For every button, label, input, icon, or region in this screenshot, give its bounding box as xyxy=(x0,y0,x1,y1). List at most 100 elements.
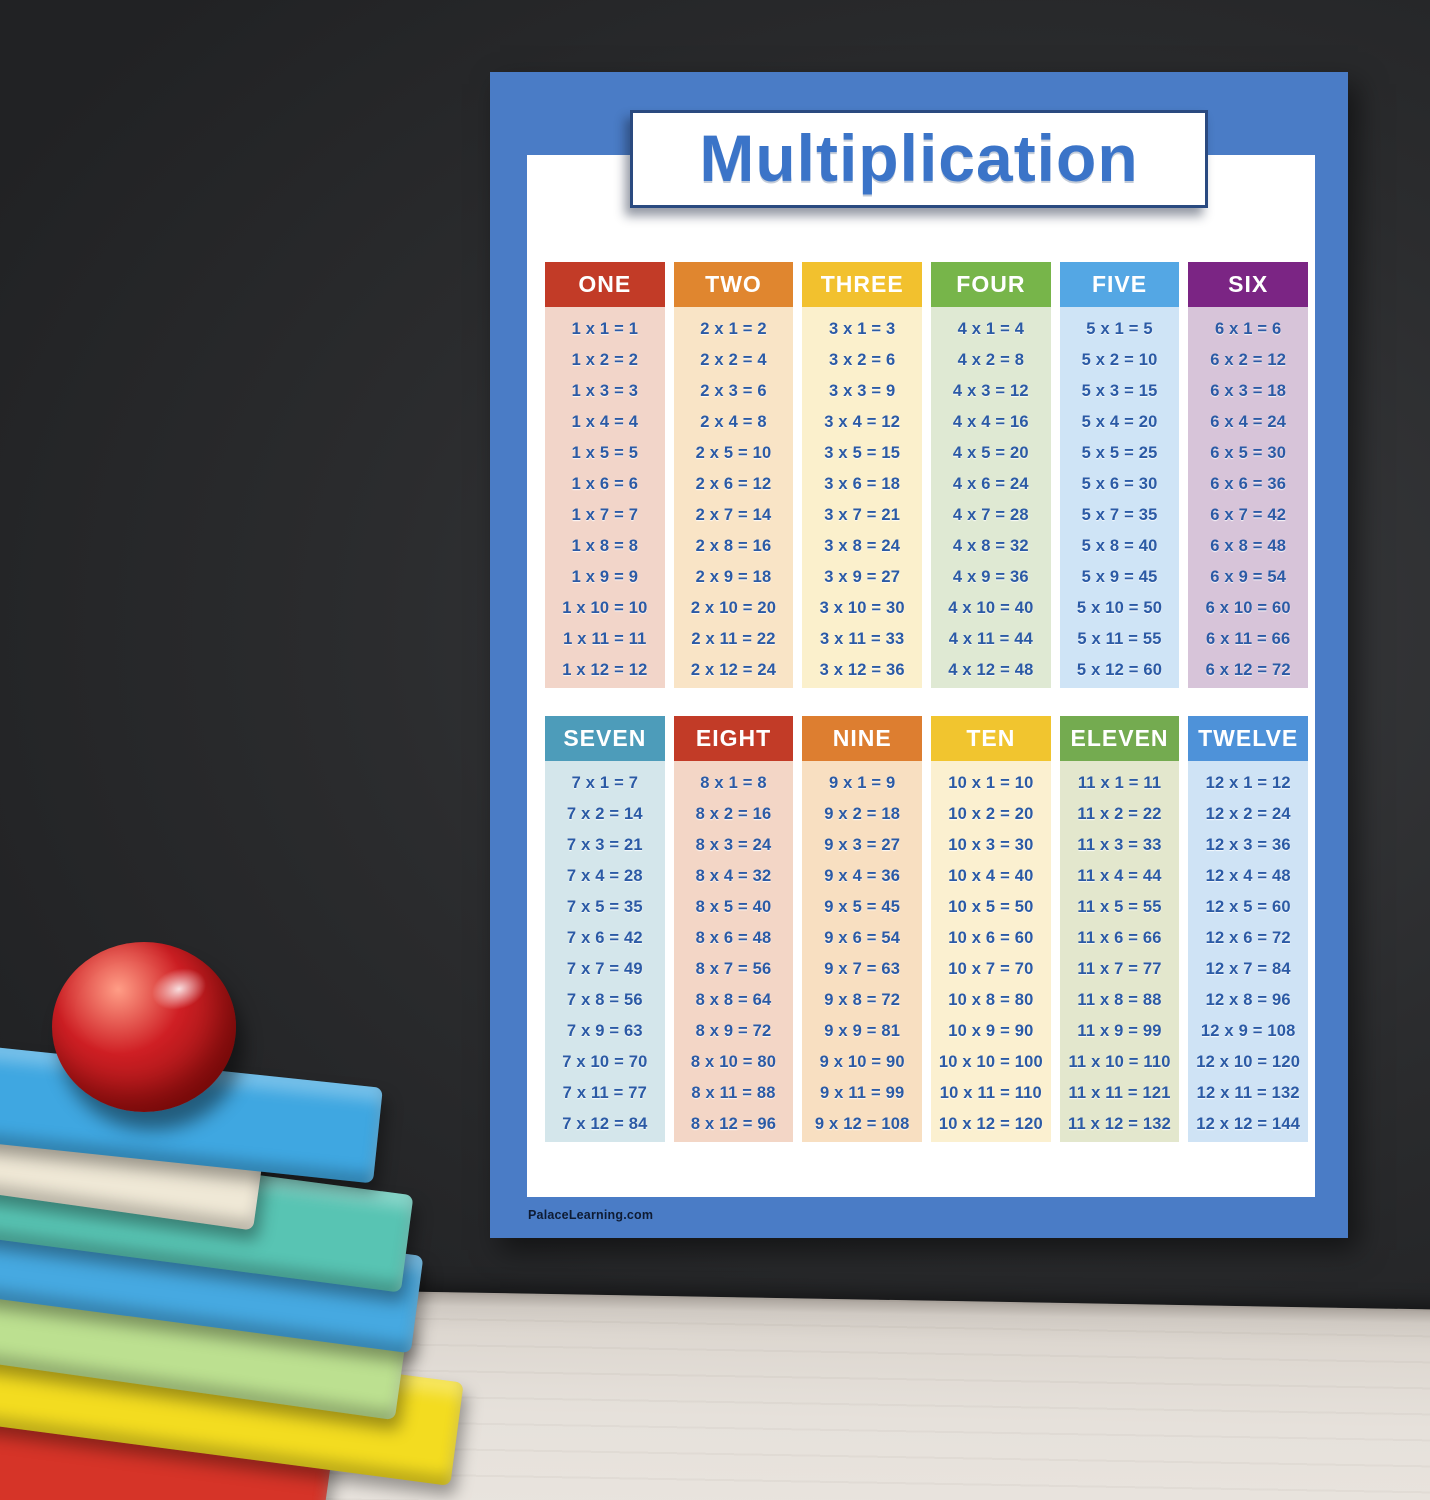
equation-row: 4 x 8 = 32 xyxy=(952,537,1029,555)
column-body: 10 x 1 = 10 10 x 2 = 20 10 x 3 = 30 10 x 4 … xyxy=(931,761,1051,1142)
equation-row: 6 x 6 = 36 xyxy=(1210,475,1287,493)
equation-row: 3 x 9 = 27 xyxy=(824,568,901,586)
equation-row: 1 x 12 = 12 xyxy=(562,661,648,679)
equation-row: 4 x 5 = 20 xyxy=(952,444,1029,462)
equation-row: 2 x 9 = 18 xyxy=(695,568,772,586)
equation-row: 10 x 7 = 70 xyxy=(948,960,1034,978)
equation-row: 5 x 9 = 45 xyxy=(1081,568,1158,586)
equation-row: 7 x 11 = 77 xyxy=(562,1084,647,1102)
equation-row: 9 x 3 = 27 xyxy=(824,836,901,854)
equation-row: 2 x 3 = 6 xyxy=(700,382,767,400)
equation-row: 2 x 6 = 12 xyxy=(695,475,772,493)
table-column-four: FOUR 4 x 1 = 4 4 x 2 = 8 4 x 3 = 12 4 x 4 = … xyxy=(931,262,1051,688)
table-column-seven: SEVEN 7 x 1 = 7 7 x 2 = 14 7 x 3 = 21 7 x 4 … xyxy=(545,716,665,1142)
equation-row: 2 x 11 = 22 xyxy=(691,630,776,648)
column-body: 8 x 1 = 8 8 x 2 = 16 8 x 3 = 24 8 x 4 = 32 8… xyxy=(673,761,794,1142)
equation-row: 3 x 4 = 12 xyxy=(824,413,901,431)
equation-row: 1 x 5 = 5 xyxy=(571,444,639,462)
equation-row: 2 x 4 = 8 xyxy=(700,413,767,431)
equation-row: 9 x 6 = 54 xyxy=(824,929,901,947)
equation-row: 10 x 3 = 30 xyxy=(948,836,1034,854)
equation-row: 5 x 11 = 55 xyxy=(1077,630,1162,648)
equation-row: 3 x 3 = 9 xyxy=(828,382,896,400)
equation-row: 8 x 8 = 64 xyxy=(695,991,772,1009)
equation-row: 9 x 5 = 45 xyxy=(824,898,901,916)
table-column-five: FIVE 5 x 1 = 5 5 x 2 = 10 5 x 3 = 15 5 x 4 =… xyxy=(1059,262,1180,688)
equation-row: 4 x 2 = 8 xyxy=(957,351,1025,369)
equation-row: 4 x 6 = 24 xyxy=(952,475,1029,493)
column-header: FOUR xyxy=(931,262,1051,307)
equation-row: 3 x 1 = 3 xyxy=(828,320,896,338)
equation-row: 1 x 3 = 3 xyxy=(571,382,639,400)
equation-row: 9 x 1 = 9 xyxy=(828,774,896,792)
equation-row: 2 x 5 = 10 xyxy=(695,444,772,462)
equation-row: 9 x 8 = 72 xyxy=(824,991,901,1009)
column-body: 3 x 1 = 3 3 x 2 = 6 3 x 3 = 9 3 x 4 = 12 3 x… xyxy=(802,307,923,688)
table-column-eight: EIGHT 8 x 1 = 8 8 x 2 = 16 8 x 3 = 24 8 x 4 … xyxy=(673,716,794,1142)
equation-row: 7 x 12 = 84 xyxy=(562,1115,648,1133)
equation-row: 11 x 2 = 22 xyxy=(1077,805,1162,823)
equation-row: 11 x 3 = 33 xyxy=(1077,836,1162,854)
equation-row: 6 x 1 = 6 xyxy=(1214,320,1282,338)
equation-row: 7 x 9 = 63 xyxy=(566,1022,643,1040)
equation-row: 11 x 12 = 132 xyxy=(1067,1115,1172,1133)
equation-row: 7 x 3 = 21 xyxy=(566,836,643,854)
column-body: 9 x 1 = 9 9 x 2 = 18 9 x 3 = 27 9 x 4 = 36 9… xyxy=(802,761,923,1142)
equation-row: 6 x 3 = 18 xyxy=(1210,382,1287,400)
equation-row: 7 x 10 = 70 xyxy=(562,1053,648,1071)
equation-row: 9 x 12 = 108 xyxy=(814,1115,910,1133)
equation-row: 2 x 10 = 20 xyxy=(690,599,777,617)
equation-row: 6 x 7 = 42 xyxy=(1210,506,1287,524)
column-header: EIGHT xyxy=(673,716,794,761)
equation-row: 9 x 9 = 81 xyxy=(824,1022,901,1040)
column-body: 12 x 1 = 12 12 x 2 = 24 12 x 3 = 36 12 x 4 … xyxy=(1188,761,1309,1142)
equation-row: 6 x 9 = 54 xyxy=(1210,568,1287,586)
equation-row: 10 x 2 = 20 xyxy=(948,805,1034,823)
equation-row: 5 x 4 = 20 xyxy=(1081,413,1158,431)
equation-row: 1 x 10 = 10 xyxy=(562,599,648,617)
equation-row: 10 x 9 = 90 xyxy=(948,1022,1034,1040)
column-header: ONE xyxy=(545,262,665,307)
equation-row: 10 x 5 = 50 xyxy=(948,898,1034,916)
equation-row: 6 x 8 = 48 xyxy=(1210,537,1287,555)
equation-row: 9 x 2 = 18 xyxy=(824,805,901,823)
equation-row: 12 x 6 = 72 xyxy=(1205,929,1291,947)
equation-row: 8 x 6 = 48 xyxy=(695,929,772,947)
equation-row: 8 x 10 = 80 xyxy=(690,1053,777,1071)
equation-row: 5 x 3 = 15 xyxy=(1081,382,1158,400)
equation-row: 3 x 8 = 24 xyxy=(824,537,901,555)
equation-row: 5 x 7 = 35 xyxy=(1081,506,1158,524)
equation-row: 6 x 10 = 60 xyxy=(1205,599,1291,617)
table-grid-bottom: SEVEN 7 x 1 = 7 7 x 2 = 14 7 x 3 = 21 7 x 4 … xyxy=(545,716,1309,1142)
equation-row: 10 x 1 = 10 xyxy=(948,774,1034,792)
equation-row: 8 x 9 = 72 xyxy=(695,1022,772,1040)
poster-credit: PalaceLearning.com xyxy=(528,1208,654,1222)
equation-row: 3 x 12 = 36 xyxy=(819,661,905,679)
poster-title-box: Multiplication xyxy=(630,110,1208,208)
column-body: 4 x 1 = 4 4 x 2 = 8 4 x 3 = 12 4 x 4 = 16 4 … xyxy=(931,307,1051,688)
equation-row: 1 x 4 = 4 xyxy=(571,413,639,431)
equation-row: 3 x 10 = 30 xyxy=(819,599,905,617)
equation-row: 12 x 8 = 96 xyxy=(1205,991,1291,1009)
equation-row: 3 x 5 = 15 xyxy=(824,444,901,462)
equation-row: 8 x 11 = 88 xyxy=(691,1084,776,1102)
equation-row: 7 x 8 = 56 xyxy=(566,991,643,1009)
table-column-nine: NINE 9 x 1 = 9 9 x 2 = 18 9 x 3 = 27 9 x 4 =… xyxy=(802,716,923,1142)
equation-row: 1 x 11 = 11 xyxy=(563,630,647,648)
equation-row: 5 x 6 = 30 xyxy=(1081,475,1158,493)
equation-row: 5 x 1 = 5 xyxy=(1086,320,1153,338)
column-header: TWO xyxy=(673,262,794,307)
equation-row: 8 x 7 = 56 xyxy=(695,960,772,978)
equation-row: 4 x 3 = 12 xyxy=(952,382,1029,400)
equation-row: 7 x 5 = 35 xyxy=(566,898,643,916)
equation-row: 10 x 12 = 120 xyxy=(938,1115,1043,1133)
equation-row: 4 x 12 = 48 xyxy=(948,661,1034,679)
equation-row: 11 x 6 = 66 xyxy=(1077,929,1162,947)
column-body: 1 x 1 = 1 1 x 2 = 2 1 x 3 = 3 1 x 4 = 4 1 x … xyxy=(545,307,665,688)
column-body: 7 x 1 = 7 7 x 2 = 14 7 x 3 = 21 7 x 4 = 28 7… xyxy=(545,761,665,1142)
equation-row: 2 x 7 = 14 xyxy=(695,506,772,524)
